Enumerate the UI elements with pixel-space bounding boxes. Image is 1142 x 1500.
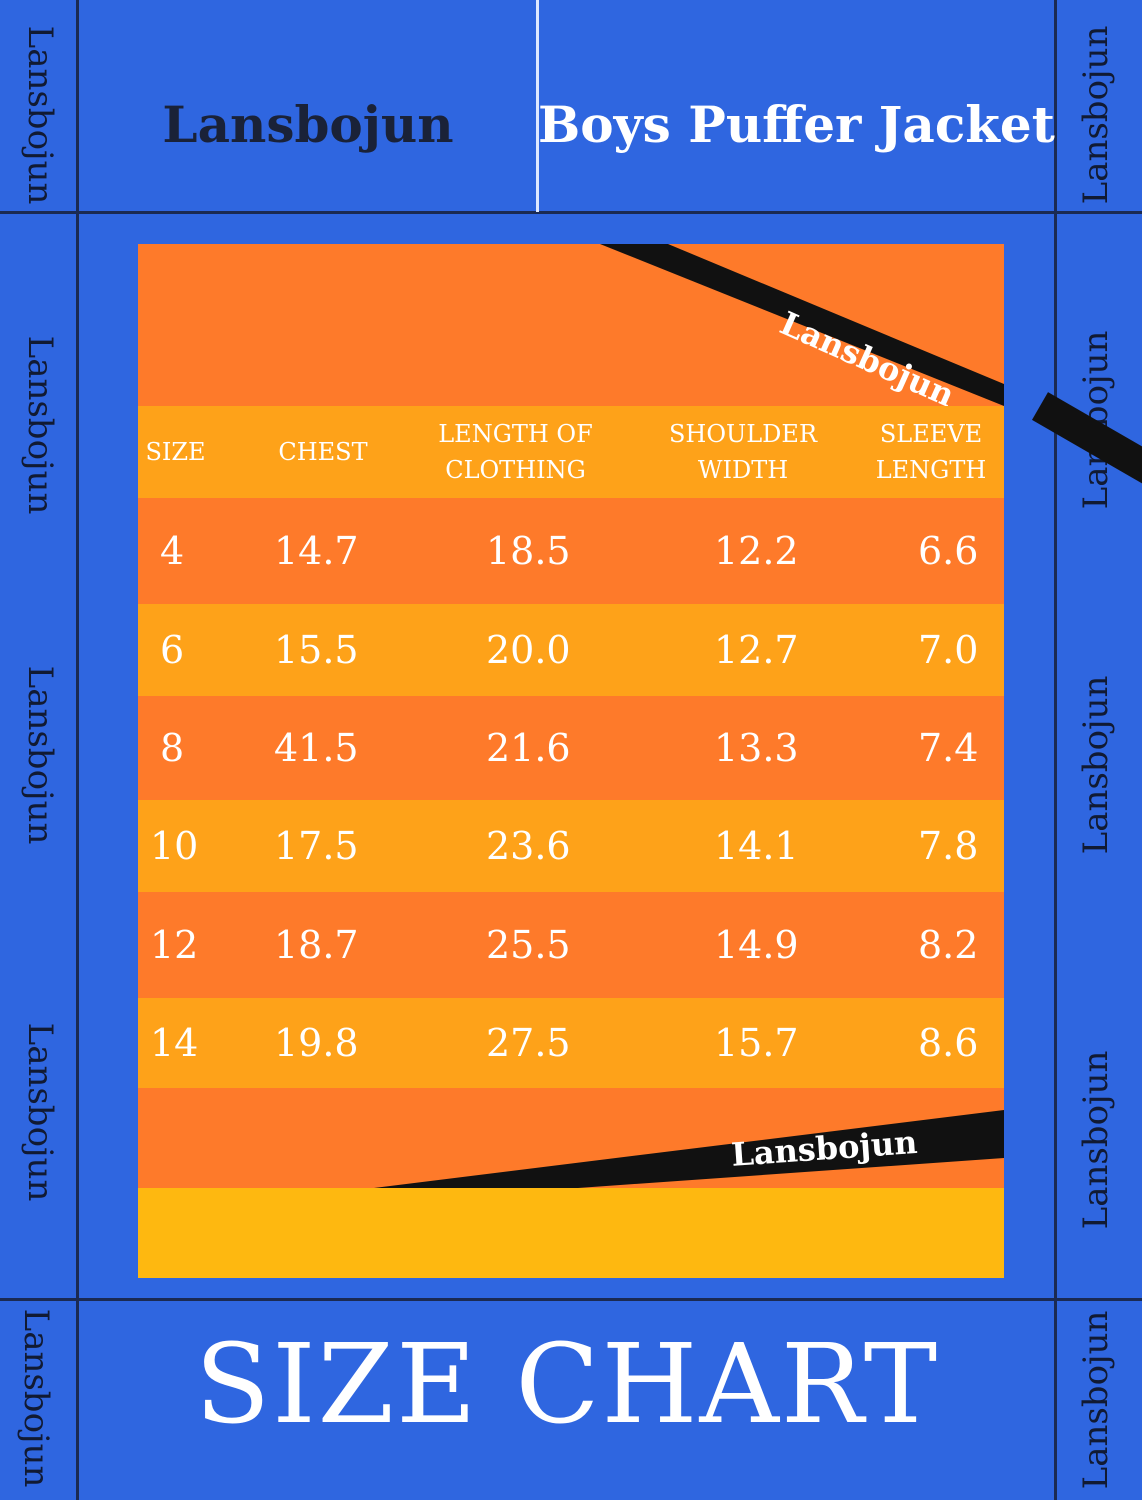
watermark-right-1: Lansbojun xyxy=(1076,25,1116,205)
product-title: Boys Puffer Jacket xyxy=(538,95,1055,154)
bottom-sash-label: Lansbojun xyxy=(730,1123,919,1174)
frame-line-right xyxy=(1054,0,1057,1500)
size-table-panel: Lansbojun Lansbojun SIZE CHEST LENGTH OF C… xyxy=(138,244,1004,1278)
header-cell-2: LENGTH OF CLOTHING xyxy=(438,420,593,484)
footer-title: SIZE CHART xyxy=(194,1320,940,1448)
table-cell-chest: 14.7 xyxy=(274,529,359,573)
table-header-row: SIZE CHEST LENGTH OF CLOTHING SHOULDER WIDT… xyxy=(138,406,1004,498)
watermark-left-3: Lansbojun xyxy=(20,665,60,845)
table-cell-chest: 15.5 xyxy=(274,628,359,672)
table-cell-sleeve-length: 6.6 xyxy=(918,529,979,573)
watermark-left-2: Lansbojun xyxy=(20,335,60,515)
table-cell-shoulder-width: 12.2 xyxy=(714,529,799,573)
table-cell-size: 8 xyxy=(160,726,185,770)
table-cell-chest: 17.5 xyxy=(274,824,359,868)
table-cell-shoulder-width: 12.7 xyxy=(714,628,799,672)
table-cell-length-of-clothing: 18.5 xyxy=(486,529,571,573)
frame-line-bottom xyxy=(0,1298,1142,1301)
table-cell-length-of-clothing: 23.6 xyxy=(486,824,571,868)
header-divider xyxy=(536,0,539,212)
table-cell-sleeve-length: 8.2 xyxy=(918,923,979,967)
watermark-right-5: Lansbojun xyxy=(1076,1310,1116,1490)
table-row: 12 18.7 25.5 14.9 8.2 xyxy=(138,892,1004,998)
table-row: 4 14.7 18.5 12.2 6.6 xyxy=(138,498,1004,604)
table-cell-sleeve-length: 7.4 xyxy=(918,726,979,770)
table-cell-length-of-clothing: 25.5 xyxy=(486,923,571,967)
table-cell-length-of-clothing: 27.5 xyxy=(486,1021,571,1065)
table-cell-size: 4 xyxy=(160,529,185,573)
table-cell-chest: 41.5 xyxy=(274,726,359,770)
header-cell-3: SHOULDER WIDTH xyxy=(668,420,818,484)
header-cell-0: SIZE xyxy=(145,438,206,466)
table-cell-length-of-clothing: 20.0 xyxy=(486,628,571,672)
header-cell-1: CHEST xyxy=(278,438,368,466)
table-cell-size: 10 xyxy=(150,824,199,868)
table-cell-size: 6 xyxy=(160,628,185,672)
table-cell-chest: 19.8 xyxy=(274,1021,359,1065)
top-sash-label: Lansbojun xyxy=(774,304,961,415)
table-cell-sleeve-length: 7.8 xyxy=(918,824,979,868)
table-cell-size: 14 xyxy=(150,1021,199,1065)
frame-line-left xyxy=(76,0,79,1500)
table-row: 6 15.5 20.0 12.7 7.0 xyxy=(138,604,1004,696)
table-row: 14 19.8 27.5 15.7 8.6 xyxy=(138,998,1004,1088)
table-cell-sleeve-length: 8.6 xyxy=(918,1021,979,1065)
table-row: 8 41.5 21.6 13.3 7.4 xyxy=(138,696,1004,800)
table-cell-shoulder-width: 14.9 xyxy=(714,923,799,967)
brand-title: Lansbojun xyxy=(162,95,454,154)
header-cell-4: SLEEVE LENGTH xyxy=(875,420,987,484)
table-cell-shoulder-width: 15.7 xyxy=(714,1021,799,1065)
watermark-right-4: Lansbojun xyxy=(1076,1050,1116,1230)
table-cell-length-of-clothing: 21.6 xyxy=(486,726,571,770)
table-cell-shoulder-width: 14.1 xyxy=(714,824,799,868)
watermark-left-5: Lansbojun xyxy=(16,1308,56,1488)
bottom-yellow-band xyxy=(138,1188,1004,1278)
watermark-right-3: Lansbojun xyxy=(1076,675,1116,855)
frame-line-top xyxy=(0,211,1142,214)
table-row: 10 17.5 23.6 14.1 7.8 xyxy=(138,800,1004,892)
watermark-left-1: Lansbojun xyxy=(20,25,60,205)
table-cell-size: 12 xyxy=(150,923,199,967)
watermark-left-4: Lansbojun xyxy=(20,1022,60,1202)
table-cell-sleeve-length: 7.0 xyxy=(918,628,979,672)
table-cell-chest: 18.7 xyxy=(274,923,359,967)
table-cell-shoulder-width: 13.3 xyxy=(714,726,799,770)
